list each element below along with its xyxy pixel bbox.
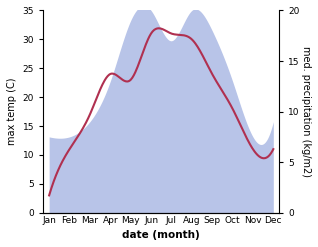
Y-axis label: max temp (C): max temp (C) [7,78,17,145]
Y-axis label: med. precipitation (kg/m2): med. precipitation (kg/m2) [301,46,311,177]
X-axis label: date (month): date (month) [122,230,200,240]
